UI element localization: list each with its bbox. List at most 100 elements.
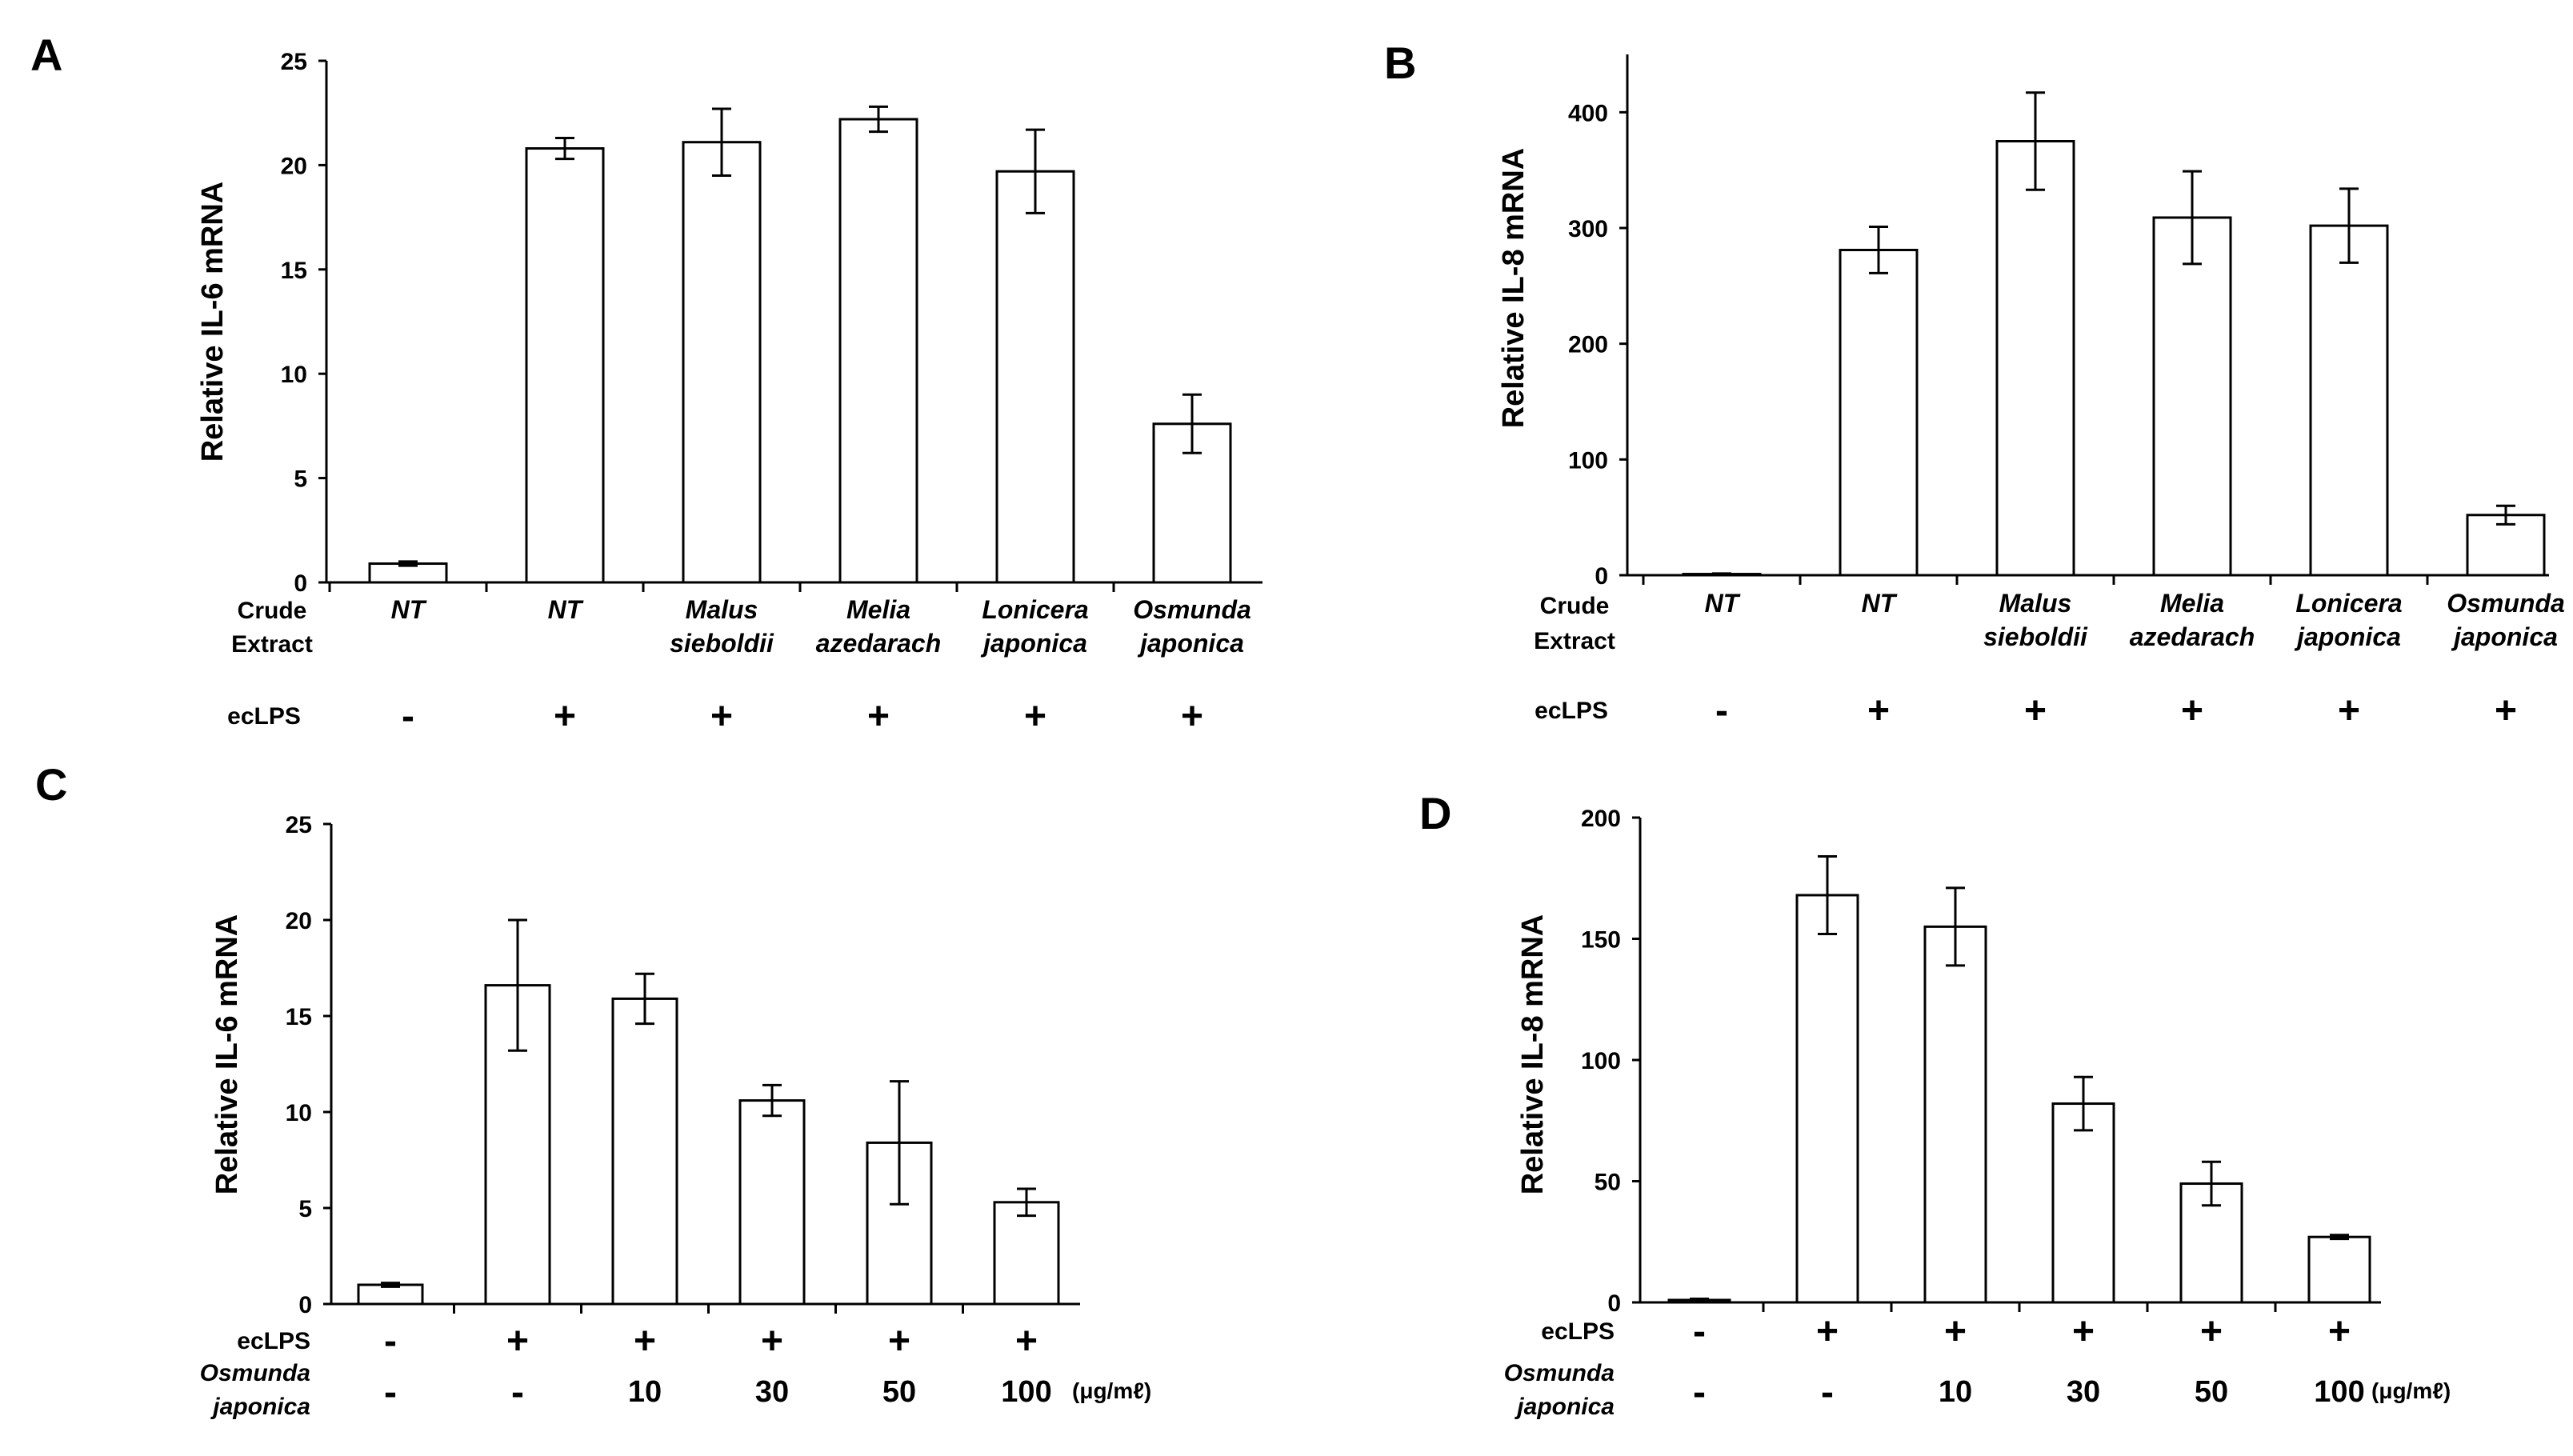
eclps-sign: + (2495, 690, 2517, 732)
y-tick-label: 100 (1568, 447, 1608, 474)
dose-label: - (1821, 1371, 1834, 1414)
chart-panel-c: C 0 5 10 15 20 25 Relative IL-6 mRNA ecLPS Osmund… (35, 759, 1151, 1420)
eclps-sign: - (384, 1320, 397, 1362)
category-label: japonica (2294, 622, 2401, 651)
bar (738, 1099, 806, 1306)
dose-label: - (384, 1371, 397, 1414)
category-label: NT (1705, 589, 1741, 618)
bar (611, 997, 678, 1306)
category-label: Malus (686, 595, 758, 624)
chart-panel-d: D 0 50 100 150 200 Relative IL-8 mRNA ecLPS Osmu… (1419, 788, 2451, 1420)
eclps-sign: + (1181, 695, 1203, 738)
dose-label: 100 (2314, 1375, 2364, 1409)
chart-panel-a: A 0 5 10 15 20 25 Relative IL-6 mRNA Crude Extrac… (30, 30, 1262, 738)
y-tick-label: 20 (281, 153, 307, 179)
category-label: NT (548, 595, 584, 624)
category-label: japonica (980, 629, 1087, 658)
bar (2152, 216, 2232, 577)
bar (1795, 894, 1859, 1304)
category-label: Osmunda (2447, 589, 2565, 618)
bar (838, 118, 918, 584)
bar (357, 1283, 424, 1306)
eclps-sign: + (1015, 1320, 1038, 1362)
bar (2309, 224, 2389, 577)
row-title-eclps: ecLPS (1541, 1318, 1615, 1345)
y-tick-label: 25 (281, 49, 307, 75)
category-label: Malus (1999, 589, 2072, 618)
y-tick-label: 20 (286, 908, 312, 934)
row-title-line: Crude (238, 598, 307, 624)
bar (682, 141, 762, 584)
bar (1995, 140, 2075, 577)
eclps-sign: + (2024, 690, 2047, 732)
eclps-sign: + (2328, 1310, 2351, 1353)
eclps-sign: - (1693, 1310, 1706, 1353)
row-title-line: Crude (1540, 593, 1610, 619)
y-tick-label: 5 (298, 1196, 312, 1222)
row-title-eclps: ecLPS (1535, 698, 1608, 724)
eclps-sign: + (2200, 1310, 2223, 1353)
category-label: japonica (1137, 629, 1244, 658)
dose-label: 10 (628, 1375, 662, 1409)
category-label: Lonicera (982, 595, 1088, 624)
y-tick-label: 5 (294, 466, 307, 493)
dose-unit: (μg/mℓ) (2371, 1378, 2451, 1403)
eclps-sign: + (2338, 690, 2360, 732)
dose-label: 30 (2067, 1375, 2100, 1409)
row-title-eclps: ecLPS (227, 703, 301, 730)
category-label: Lonicera (2295, 589, 2402, 618)
eclps-sign: + (710, 695, 733, 738)
category-label: japonica (2451, 622, 2558, 651)
eclps-sign: + (1816, 1310, 1839, 1353)
category-label: NT (391, 595, 427, 624)
category-label: azedarach (816, 629, 942, 658)
row-title-line: japonica (210, 1394, 310, 1420)
y-tick-label: 10 (286, 1100, 312, 1126)
panel-label: D (1419, 788, 1451, 838)
eclps-sign: + (634, 1320, 656, 1362)
row-title-osmunda-japonica: Osmunda japonica (1504, 1360, 1615, 1420)
eclps-sign: + (867, 695, 890, 738)
y-axis-label: Relative IL-8 mRNA (1497, 148, 1531, 429)
bar (1839, 248, 1919, 577)
y-tick-label: 400 (1568, 100, 1608, 126)
eclps-sign: + (2072, 1310, 2095, 1353)
bar (525, 147, 605, 584)
y-tick-label: 0 (298, 1292, 312, 1318)
y-tick-label: 0 (294, 570, 307, 597)
bar (995, 170, 1075, 584)
category-label: sieboldii (1983, 622, 2088, 651)
eclps-sign: + (2181, 690, 2203, 732)
dose-unit: (μg/mℓ) (1072, 1378, 1151, 1403)
y-axis-label: Relative IL-8 mRNA (1516, 914, 1550, 1195)
y-tick-label: 300 (1568, 216, 1608, 242)
y-tick-label: 200 (1568, 332, 1608, 358)
category-label: Melia (846, 595, 910, 624)
row-title-line: Osmunda (200, 1360, 310, 1386)
category-label: sieboldii (670, 629, 774, 658)
dose-label: 50 (2195, 1375, 2228, 1409)
eclps-sign: - (402, 695, 414, 738)
dose-label: - (511, 1371, 524, 1414)
panel-label: B (1384, 38, 1416, 88)
y-tick-label: 100 (1581, 1048, 1621, 1074)
eclps-sign: + (554, 695, 576, 738)
y-tick-label: 50 (1595, 1170, 1621, 1196)
y-tick-label: 10 (281, 362, 307, 388)
row-title-line: Extract (1534, 628, 1615, 654)
y-tick-label: 25 (286, 812, 312, 838)
bar (1923, 925, 1987, 1304)
chart-panel-b: B 0 100 200 300 400 Relative IL-8 mRNA Crude Ext… (1384, 38, 2565, 732)
row-title-line: Extract (231, 631, 313, 658)
eclps-sign: + (506, 1320, 529, 1362)
row-title-crude-extract: Crude Extract (231, 598, 313, 658)
panel-label: A (30, 30, 62, 80)
panel-label: C (35, 759, 67, 810)
y-axis-label: Relative IL-6 mRNA (210, 914, 244, 1195)
eclps-sign: + (761, 1320, 783, 1362)
row-title-crude-extract: Crude Extract (1534, 593, 1615, 654)
eclps-sign: - (1715, 690, 1728, 732)
bar (866, 1141, 933, 1306)
category-label: Melia (2160, 589, 2224, 618)
